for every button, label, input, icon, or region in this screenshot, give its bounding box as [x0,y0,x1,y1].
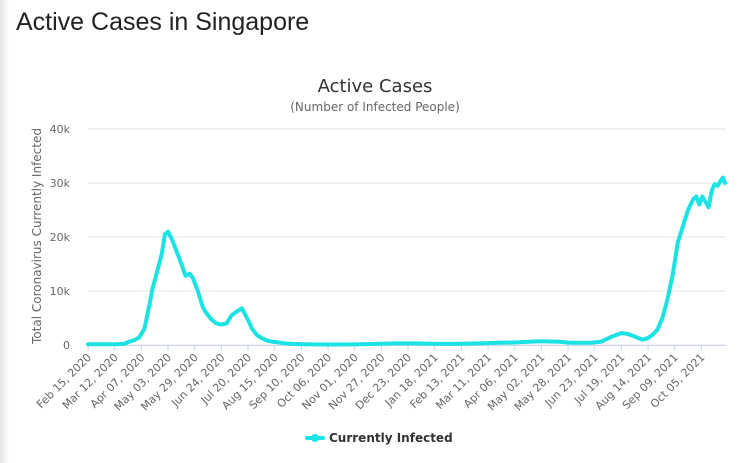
series-layer [86,175,727,347]
y-tick-label: 20k [50,231,71,244]
chart-title: Active Cases [318,76,433,97]
series-line-currently-infected[interactable] [86,175,727,347]
legend[interactable]: Currently Infected [305,431,453,445]
y-axis-ticks: 0 10k 20k 30k 40k [50,123,71,352]
legend-marker-icon [311,434,319,442]
chart-subtitle: (Number of Infected People) [290,100,460,114]
y-tick-label: 40k [50,123,71,136]
window-edge [0,0,9,463]
gridlines [88,128,726,346]
page-title: Active Cases in Singapore [16,8,310,36]
y-tick-label: 30k [50,177,71,190]
y-axis-label: Total Coronavirus Currently Infected [30,128,44,345]
y-tick-label: 10k [50,285,71,298]
y-tick-label: 0 [63,339,70,352]
legend-label: Currently Infected [329,431,453,445]
